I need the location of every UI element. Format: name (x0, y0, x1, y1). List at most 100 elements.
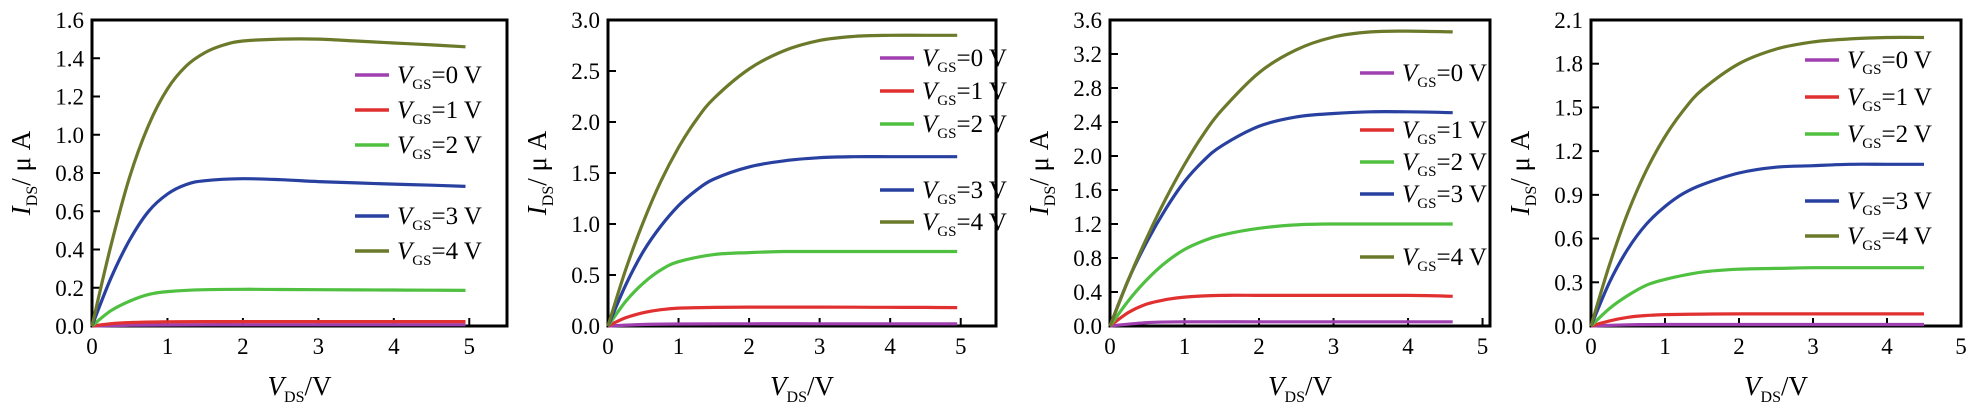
x-axis-title: VDS/V (770, 371, 834, 406)
legend-label: VGS=0 V (1402, 60, 1487, 91)
y-axis-title-subscript: DS (1523, 186, 1540, 206)
x-axis-title-subscript: DS (1285, 389, 1305, 406)
x-tick-label: 1 (673, 334, 685, 359)
series-line-vgs-2 (1108, 222, 1453, 327)
legend-label: VGS=1 V (922, 78, 1007, 109)
series-line-vgs-0 (91, 323, 466, 328)
legend-label-subscript: GS (412, 77, 431, 93)
legend-entry-vgs-0: VGS=0 V (880, 45, 1007, 76)
legend-entry-vgs-0: VGS=0 V (355, 62, 482, 93)
legend-label-main: V (397, 62, 415, 89)
chart-svg: 0 1 2 3 4 50.00.30.60.91.21.51.82.1VDS/VIDS/ … (1505, 8, 1967, 406)
x-tick-label: 0 (1585, 334, 1597, 359)
y-tick-label: 0.0 (1554, 314, 1583, 339)
legend-label: VGS=3 V (1847, 188, 1932, 219)
x-tick-label: 5 (1477, 334, 1489, 359)
series-line-vgs-4 (606, 33, 958, 327)
x-axis-title-main: V (268, 371, 288, 401)
legend-label-subscript: GS (1417, 75, 1436, 91)
y-tick-label: 2.8 (1073, 76, 1102, 101)
y-axis-title-unit: / μ A (522, 130, 552, 185)
series-line-vgs-1 (91, 320, 466, 328)
legend-entry-vgs-1: VGS=1 V (1805, 84, 1932, 115)
legend-label-subscript: GS (1417, 259, 1436, 275)
legend-label: VGS=0 V (397, 62, 482, 93)
legend-entry-vgs-4: VGS=4 V (1805, 223, 1932, 254)
legend-label: VGS=1 V (1402, 117, 1487, 148)
y-tick-label: 1.6 (1073, 178, 1102, 203)
legend-label: VGS=1 V (1847, 84, 1932, 115)
legend-label-subscript: GS (1862, 62, 1881, 78)
legend-entry-vgs-3: VGS=3 V (1805, 188, 1932, 219)
legend-entry-vgs-4: VGS=4 V (355, 238, 482, 269)
chart-panel-1: 0 1 2 3 4 5 0.0 0.2 0.4 0.6 0.8 1.0 1.2 1.4 1.6 VDS/V ID… (0, 0, 509, 415)
legend-label-main: V (1402, 181, 1420, 208)
y-tick-label: 0.9 (1554, 183, 1583, 208)
legend-label-subscript: GS (412, 147, 431, 163)
legend-label-value: =4 V (956, 209, 1006, 236)
y-tick-label: 0.0 (571, 314, 600, 339)
chart-panel-2: 0 1 2 3 4 5 0.0 0.5 1.0 1.5 2.0 2.5 3.0 VDS/V IDS/ μ A… (500, 0, 1007, 415)
legend-label: VGS=4 V (1847, 223, 1932, 254)
legend-label-value: =2 V (956, 111, 1006, 138)
y-axis-title-main: I (1024, 204, 1054, 216)
legend-label-main: V (922, 177, 940, 204)
legend-label-subscript: GS (1417, 132, 1436, 148)
series-line-vgs-2 (606, 249, 958, 327)
series-line-vgs-3 (90, 177, 466, 327)
x-axis-title-unit: /V (1781, 371, 1809, 401)
legend-label-main: V (1847, 84, 1865, 111)
legend-label-subscript: GS (937, 93, 956, 109)
y-tick-label: 2.5 (571, 59, 600, 84)
legend-label-value: =1 V (1881, 84, 1931, 111)
x-tick-label: 5 (464, 334, 476, 359)
x-tick-label: 2 (743, 334, 755, 359)
x-axis-title-subscript: DS (1761, 389, 1781, 406)
y-tick-label: 0.4 (1073, 280, 1102, 305)
legend-entry-vgs-3: VGS=3 V (355, 203, 482, 234)
legend-label: VGS=0 V (922, 45, 1007, 76)
legend-label-subscript: GS (937, 192, 956, 208)
series-line-vgs-1 (1590, 312, 1924, 328)
x-axis-title-main: V (1268, 371, 1288, 401)
x-tick-label: 0 (602, 334, 614, 359)
y-axis-title-subscript: DS (1042, 186, 1059, 206)
legend-label-main: V (1402, 149, 1420, 176)
legend-label-value: =2 V (1436, 149, 1486, 176)
legend-label: VGS=4 V (1402, 244, 1487, 275)
legend-entry-vgs-4: VGS=4 V (1360, 244, 1487, 275)
x-tick-label: 4 (884, 334, 896, 359)
y-tick-label: 2.1 (1554, 8, 1583, 33)
x-tick-label: 0 (1104, 334, 1116, 359)
x-tick-label: 3 (313, 334, 325, 359)
chart-svg: 0 1 2 3 4 50.00.40.81.21.62.02.42.83.23.6VDS/… (1024, 8, 1492, 406)
x-tick-label: 2 (237, 334, 249, 359)
legend-label: VGS=2 V (397, 132, 482, 163)
y-tick-label: 0.2 (55, 276, 84, 301)
y-tick-label: 1.0 (55, 123, 84, 148)
legend-label-main: V (1402, 60, 1420, 87)
x-tick-label: 1 (162, 334, 174, 359)
legend-label-subscript: GS (937, 60, 956, 76)
y-axis-title: IDS/ μ A (1024, 130, 1059, 216)
y-axis-title-main: I (522, 204, 552, 216)
legend-label: VGS=0 V (1847, 47, 1932, 78)
plot-frame (1108, 18, 1492, 328)
series-line-vgs-3 (1589, 162, 1924, 327)
legend-label-value: =3 V (1436, 181, 1486, 208)
y-axis-title-unit: / μ A (6, 130, 36, 185)
x-tick-label: 4 (1881, 334, 1893, 359)
legend-label-value: =1 V (956, 78, 1006, 105)
y-axis-title-unit: / μ A (1505, 130, 1535, 185)
x-tick-label: 4 (388, 334, 400, 359)
legend-label-value: =0 V (1436, 60, 1486, 87)
legend-label-value: =4 V (431, 238, 481, 265)
series-line-vgs-2 (1589, 266, 1924, 328)
x-tick-label: 3 (814, 334, 826, 359)
y-tick-label: 1.2 (1554, 139, 1583, 164)
x-axis-title: VDS/V (268, 371, 332, 406)
y-tick-label: 0.8 (55, 161, 84, 186)
x-axis-title-unit: /V (304, 371, 332, 401)
series-line-vgs-4 (90, 37, 466, 327)
